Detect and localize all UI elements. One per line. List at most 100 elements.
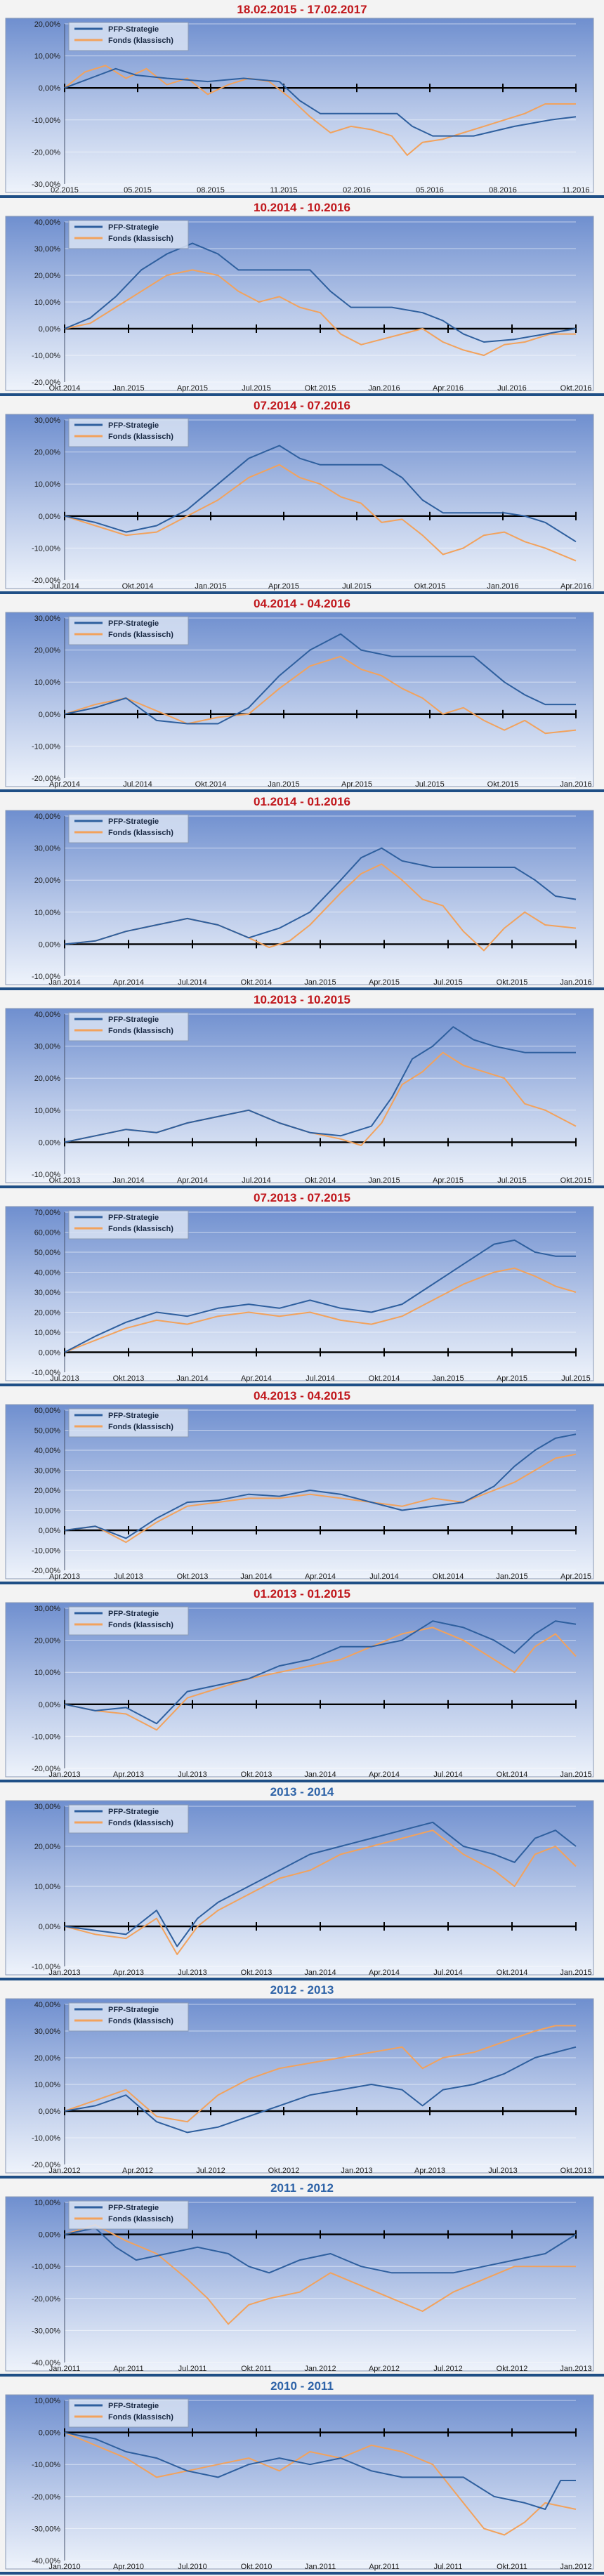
x-tick-label: Jan.2015 (268, 780, 299, 789)
legend-box (68, 2200, 189, 2230)
line-chart: 07.2014 - 07.2016 30,00% 20,00% 10,00% 0,00%… (5, 399, 594, 591)
x-tick-label: Apr.2011 (113, 2365, 143, 2373)
y-tick-label: -20,00% (32, 577, 60, 585)
legend-box (68, 418, 189, 447)
line-chart: 01.2013 - 01.2015 30,00% 20,00% 10,00% 0,00%… (5, 1587, 594, 1779)
y-tick-label: 40,00% (34, 1011, 61, 1019)
x-tick-label: Jan.2014 (240, 1572, 272, 1581)
panel-separator (0, 2374, 604, 2377)
x-tick-label: Okt.2011 (497, 2563, 527, 2571)
y-tick-label: 0,00% (39, 2429, 60, 2438)
line-chart: 10.2013 - 10.2015 40,00% 30,00% 20,00% 10,00… (5, 993, 594, 1185)
x-tick-label: Jul.2014 (433, 1770, 463, 1779)
legend-label: PFP-Strategie (108, 1808, 159, 1816)
y-tick-label: 0,00% (39, 1138, 60, 1147)
x-tick-label: Jan.2014 (112, 1176, 144, 1185)
chart-title: 10.2014 - 10.2016 (254, 201, 350, 214)
series-line-pfp-strategie (64, 2431, 576, 2510)
series-line-fonds-klassisch (64, 1627, 577, 1731)
y-tick-label: 10,00% (34, 2081, 61, 2089)
legend-label: PFP-Strategie (108, 2204, 159, 2212)
x-tick-label: Jul.2013 (114, 1572, 143, 1581)
y-tick-label: -10,00% (32, 352, 60, 360)
chart-panel: 07.2014 - 07.2016 30,00% 20,00% 10,00% 0,00%… (0, 396, 604, 594)
line-chart: 2013 - 2014 30,00% 20,00% 10,00% 0,00% -10,00… (5, 1785, 594, 1977)
legend-box (68, 1408, 189, 1438)
y-tick-label: 20,00% (34, 1487, 61, 1495)
y-tick-label: 0,00% (39, 1349, 60, 1358)
y-tick-label: 30,00% (34, 845, 61, 853)
x-tick-label: Okt.2013 (177, 1572, 209, 1581)
x-tick-label: Jul.2014 (178, 978, 207, 987)
x-tick-label: Jan.2012 (304, 2365, 336, 2373)
chart-panel: 2011 - 2012 10,00% 0,00% -10,00% -20,00% -30,… (0, 2179, 604, 2377)
legend-label: Fonds (klassisch) (108, 1423, 173, 1431)
line-chart: 2012 - 2013 40,00% 30,00% 20,00% 10,00% 0,00%… (5, 1983, 594, 2175)
series-line-pfp-strategie (64, 1821, 577, 1947)
legend-box (68, 814, 189, 843)
y-tick-label: -20,00% (32, 2493, 60, 2502)
x-tick-label: Jul.2014 (369, 1572, 399, 1581)
y-tick-label: -20,00% (32, 148, 60, 157)
y-tick-label: -10,00% (32, 117, 60, 125)
x-tick-label: Okt.2013 (113, 1374, 145, 1383)
legend-label: PFP-Strategie (108, 1412, 159, 1420)
x-tick-label: Okt.2014 (241, 978, 273, 987)
y-tick-label: -10,00% (32, 1171, 60, 1179)
legend-label: Fonds (klassisch) (108, 433, 173, 441)
x-tick-label: Jul.2014 (50, 582, 79, 591)
y-tick-label: 50,00% (34, 1427, 61, 1435)
x-tick-label: Apr.2014 (49, 780, 80, 789)
chart-panel: 04.2013 - 04.2015 60,00% 50,00% 40,00% 30,00… (0, 1386, 604, 1584)
x-tick-label: Jul.2011 (178, 2365, 207, 2373)
y-tick-label: 10,00% (34, 1329, 61, 1337)
y-tick-label: -10,00% (32, 1963, 60, 1971)
x-tick-label: Okt.2014 (497, 1969, 528, 1977)
x-tick-label: Jul.2013 (178, 1969, 207, 1977)
y-tick-label: -20,00% (32, 379, 60, 387)
chart-title: 04.2014 - 04.2016 (254, 597, 350, 610)
y-tick-label: 0,00% (39, 1527, 60, 1535)
legend-box (68, 1606, 189, 1636)
legend-label: PFP-Strategie (108, 2402, 159, 2410)
y-tick-label: 30,00% (34, 1289, 61, 1297)
x-tick-label: Okt.2015 (560, 1176, 592, 1185)
x-tick-label: Apr.2010 (113, 2563, 144, 2571)
series-line-pfp-strategie (64, 67, 577, 137)
panel-separator (0, 1978, 604, 1980)
x-tick-label: Jul.2013 (50, 1374, 79, 1383)
legend-label: Fonds (klassisch) (108, 1819, 173, 1827)
chart-title: 2011 - 2012 (270, 2181, 334, 2195)
y-tick-label: 0,00% (39, 2231, 60, 2240)
y-tick-label: 0,00% (39, 1923, 60, 1931)
x-tick-label: Jul.2015 (433, 978, 463, 987)
x-tick-label: Jan.2015 (304, 978, 336, 987)
x-tick-label: Jan.2013 (341, 2167, 372, 2175)
legend-label: PFP-Strategie (108, 1016, 159, 1024)
x-tick-label: Jan.2015 (368, 1176, 400, 1185)
chart-title: 2012 - 2013 (270, 1983, 334, 1997)
y-tick-label: 20,00% (34, 272, 61, 280)
y-tick-label: 20,00% (34, 1075, 61, 1083)
legend-label: PFP-Strategie (108, 1214, 159, 1222)
legend-label: Fonds (klassisch) (108, 2215, 173, 2223)
chart-title: 01.2014 - 01.2016 (254, 795, 350, 808)
series-line-pfp-strategie (64, 1239, 576, 1353)
y-tick-label: 10,00% (34, 678, 61, 687)
x-tick-label: Jul.2016 (497, 384, 527, 393)
series-line-pfp-strategie (64, 1026, 576, 1143)
y-tick-label: -10,00% (32, 2461, 60, 2469)
x-tick-label: Jan.2012 (48, 2167, 80, 2175)
panel-separator (0, 1384, 604, 1386)
y-tick-label: 20,00% (34, 449, 61, 457)
x-tick-label: Jan.2016 (368, 384, 400, 393)
series-line-pfp-strategie (64, 1620, 577, 1725)
x-tick-label: Apr.2016 (433, 384, 464, 393)
x-tick-label: Okt.2015 (414, 582, 446, 591)
series-line-fonds-klassisch (64, 464, 577, 562)
x-tick-label: Jul.2015 (561, 1374, 591, 1383)
x-tick-label: Apr.2015 (497, 1374, 527, 1383)
y-tick-label: -30,00% (32, 2525, 60, 2533)
y-tick-label: 60,00% (34, 1229, 61, 1237)
series-line-fonds-klassisch (64, 2223, 576, 2325)
